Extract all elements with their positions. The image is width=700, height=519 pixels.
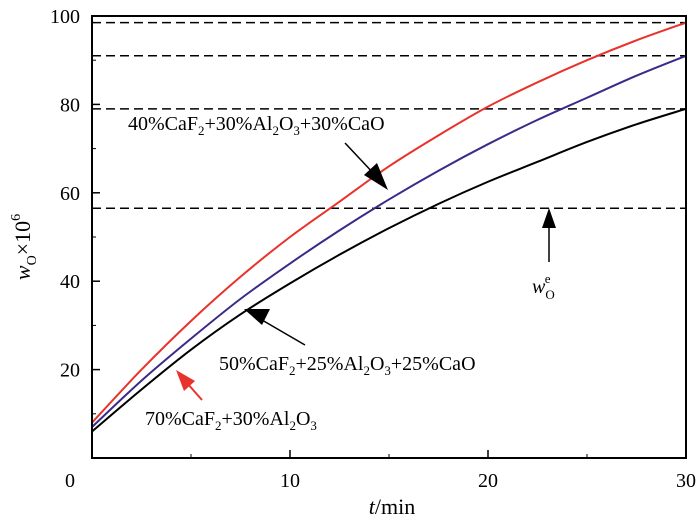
y-axis: 20 40 60 80 100 (50, 6, 100, 415)
arrow-mid (261, 319, 306, 346)
y-tick-label-60: 60 (60, 183, 80, 205)
x-tick-label-10: 10 (280, 470, 300, 492)
arrowhead-mid (244, 309, 270, 325)
x-tick-label-20: 20 (478, 470, 498, 492)
arrowhead-eq (542, 208, 556, 228)
x-tick-label-30: 30 (676, 470, 696, 492)
plot-frame (91, 15, 687, 459)
x-axis-label: t/min (369, 494, 415, 519)
reference-lines (92, 21, 686, 210)
series-line-1 (91, 54, 687, 428)
annotation-label-top: 40%CaF2+30%Al2O3+30%CaO (128, 113, 385, 138)
arrowhead-top (364, 163, 388, 190)
y-tick-label-40: 40 (60, 271, 80, 293)
x-tick-label-0: 0 (65, 470, 75, 492)
y-tick-label-100: 100 (50, 6, 80, 28)
arrowhead-bottom (176, 370, 195, 391)
series-lines (91, 21, 687, 433)
series-line-0 (91, 21, 687, 424)
series-line-2 (91, 107, 687, 433)
annotation-label-mid: 50%CaF2+25%Al2O3+25%CaO (219, 353, 476, 378)
annotation-label-bottom: 70%CaF2+30%Al2O3 (145, 408, 317, 433)
annotation-eq-label: wOe (532, 271, 555, 302)
y-tick-label-80: 80 (60, 94, 80, 116)
y-tick-label-20: 20 (60, 360, 80, 382)
y-axis-label: wO×106 (9, 214, 40, 280)
x-axis: 0 10 20 30 (65, 450, 696, 492)
